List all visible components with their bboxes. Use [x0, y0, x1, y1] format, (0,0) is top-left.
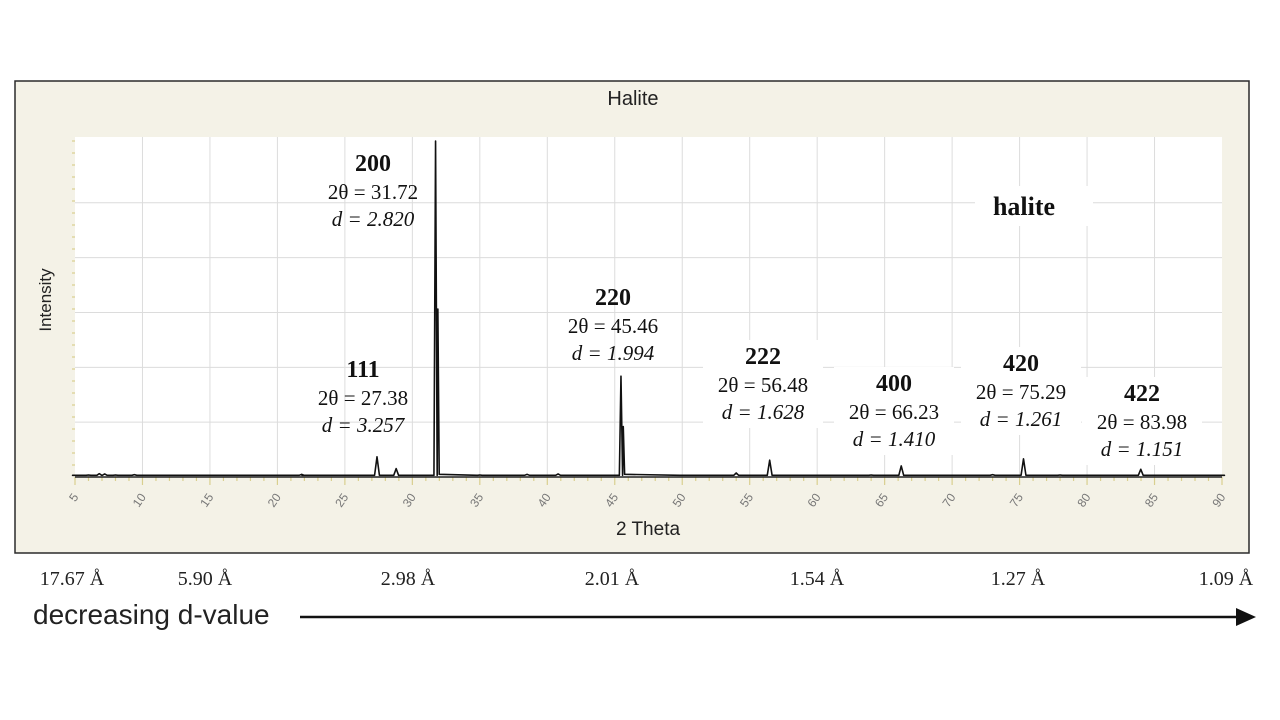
peak-two-theta-label: 2θ = 66.23	[849, 400, 939, 424]
peak-hkl-label: 422	[1124, 381, 1160, 407]
peak-d-spacing-label: d = 1.410	[853, 427, 936, 451]
peak-hkl-label: 400	[876, 371, 912, 397]
d-scale-label: 1.09 Å	[1199, 568, 1254, 590]
peak-two-theta-label: 2θ = 83.98	[1097, 410, 1187, 434]
y-axis-ticks	[72, 140, 75, 466]
chart-title: Halite	[607, 88, 658, 110]
peak-d-spacing-label: d = 1.994	[572, 341, 655, 365]
peak-hkl-label: 200	[355, 151, 391, 177]
peak-hkl-label: 222	[745, 344, 781, 370]
peak-label-bg	[1082, 377, 1202, 465]
d-scale-label: 1.27 Å	[991, 568, 1046, 590]
peak-two-theta-label: 2θ = 56.48	[718, 373, 808, 397]
peak-hkl-label: 111	[346, 357, 379, 383]
peak-d-spacing-label: d = 2.820	[332, 207, 415, 231]
peak-two-theta-label: 2θ = 45.46	[568, 314, 658, 338]
x-axis-title: 2 Theta	[616, 519, 681, 540]
peak-label-bg	[834, 367, 954, 455]
peak-two-theta-label: 2θ = 31.72	[328, 180, 418, 204]
peak-label-bg	[961, 347, 1081, 435]
peak-d-spacing-label: d = 1.628	[722, 400, 805, 424]
peak-hkl-label: 420	[1003, 351, 1039, 377]
d-scale-label: 1.54 Å	[790, 568, 845, 590]
y-axis-title: Intensity	[36, 268, 55, 332]
peak-hkl-label: 220	[595, 285, 631, 311]
peak-d-spacing-label: d = 3.257	[322, 413, 406, 437]
chart-label: halite	[993, 192, 1055, 221]
d-value-scale: 17.67 Å 5.90 Å 2.98 Å 2.01 Å 1.54 Å 1.27 Å 1.0…	[40, 568, 1254, 590]
peak-labels: 111 2θ = 27.38 d = 3.257 200 2θ = 31.72 d = 2…	[318, 151, 1202, 465]
arrow-label: decreasing d-value	[33, 599, 270, 630]
grid-lines	[75, 137, 1222, 477]
peak-two-theta-label: 2θ = 75.29	[976, 380, 1066, 404]
peak-d-spacing-label: d = 1.151	[1101, 437, 1183, 461]
peak-label-bg	[703, 340, 823, 428]
peak-d-spacing-label: d = 1.261	[980, 407, 1062, 431]
d-scale-label: 17.67 Å	[40, 568, 105, 590]
d-scale-label: 2.98 Å	[381, 568, 436, 590]
arrow-head-icon	[1236, 608, 1256, 626]
d-scale-label: 5.90 Å	[178, 568, 233, 590]
diffraction-pattern-line	[71, 140, 1226, 477]
chart-label-box	[975, 186, 1093, 226]
peak-two-theta-label: 2θ = 27.38	[318, 386, 408, 410]
d-scale-label: 2.01 Å	[585, 568, 640, 590]
